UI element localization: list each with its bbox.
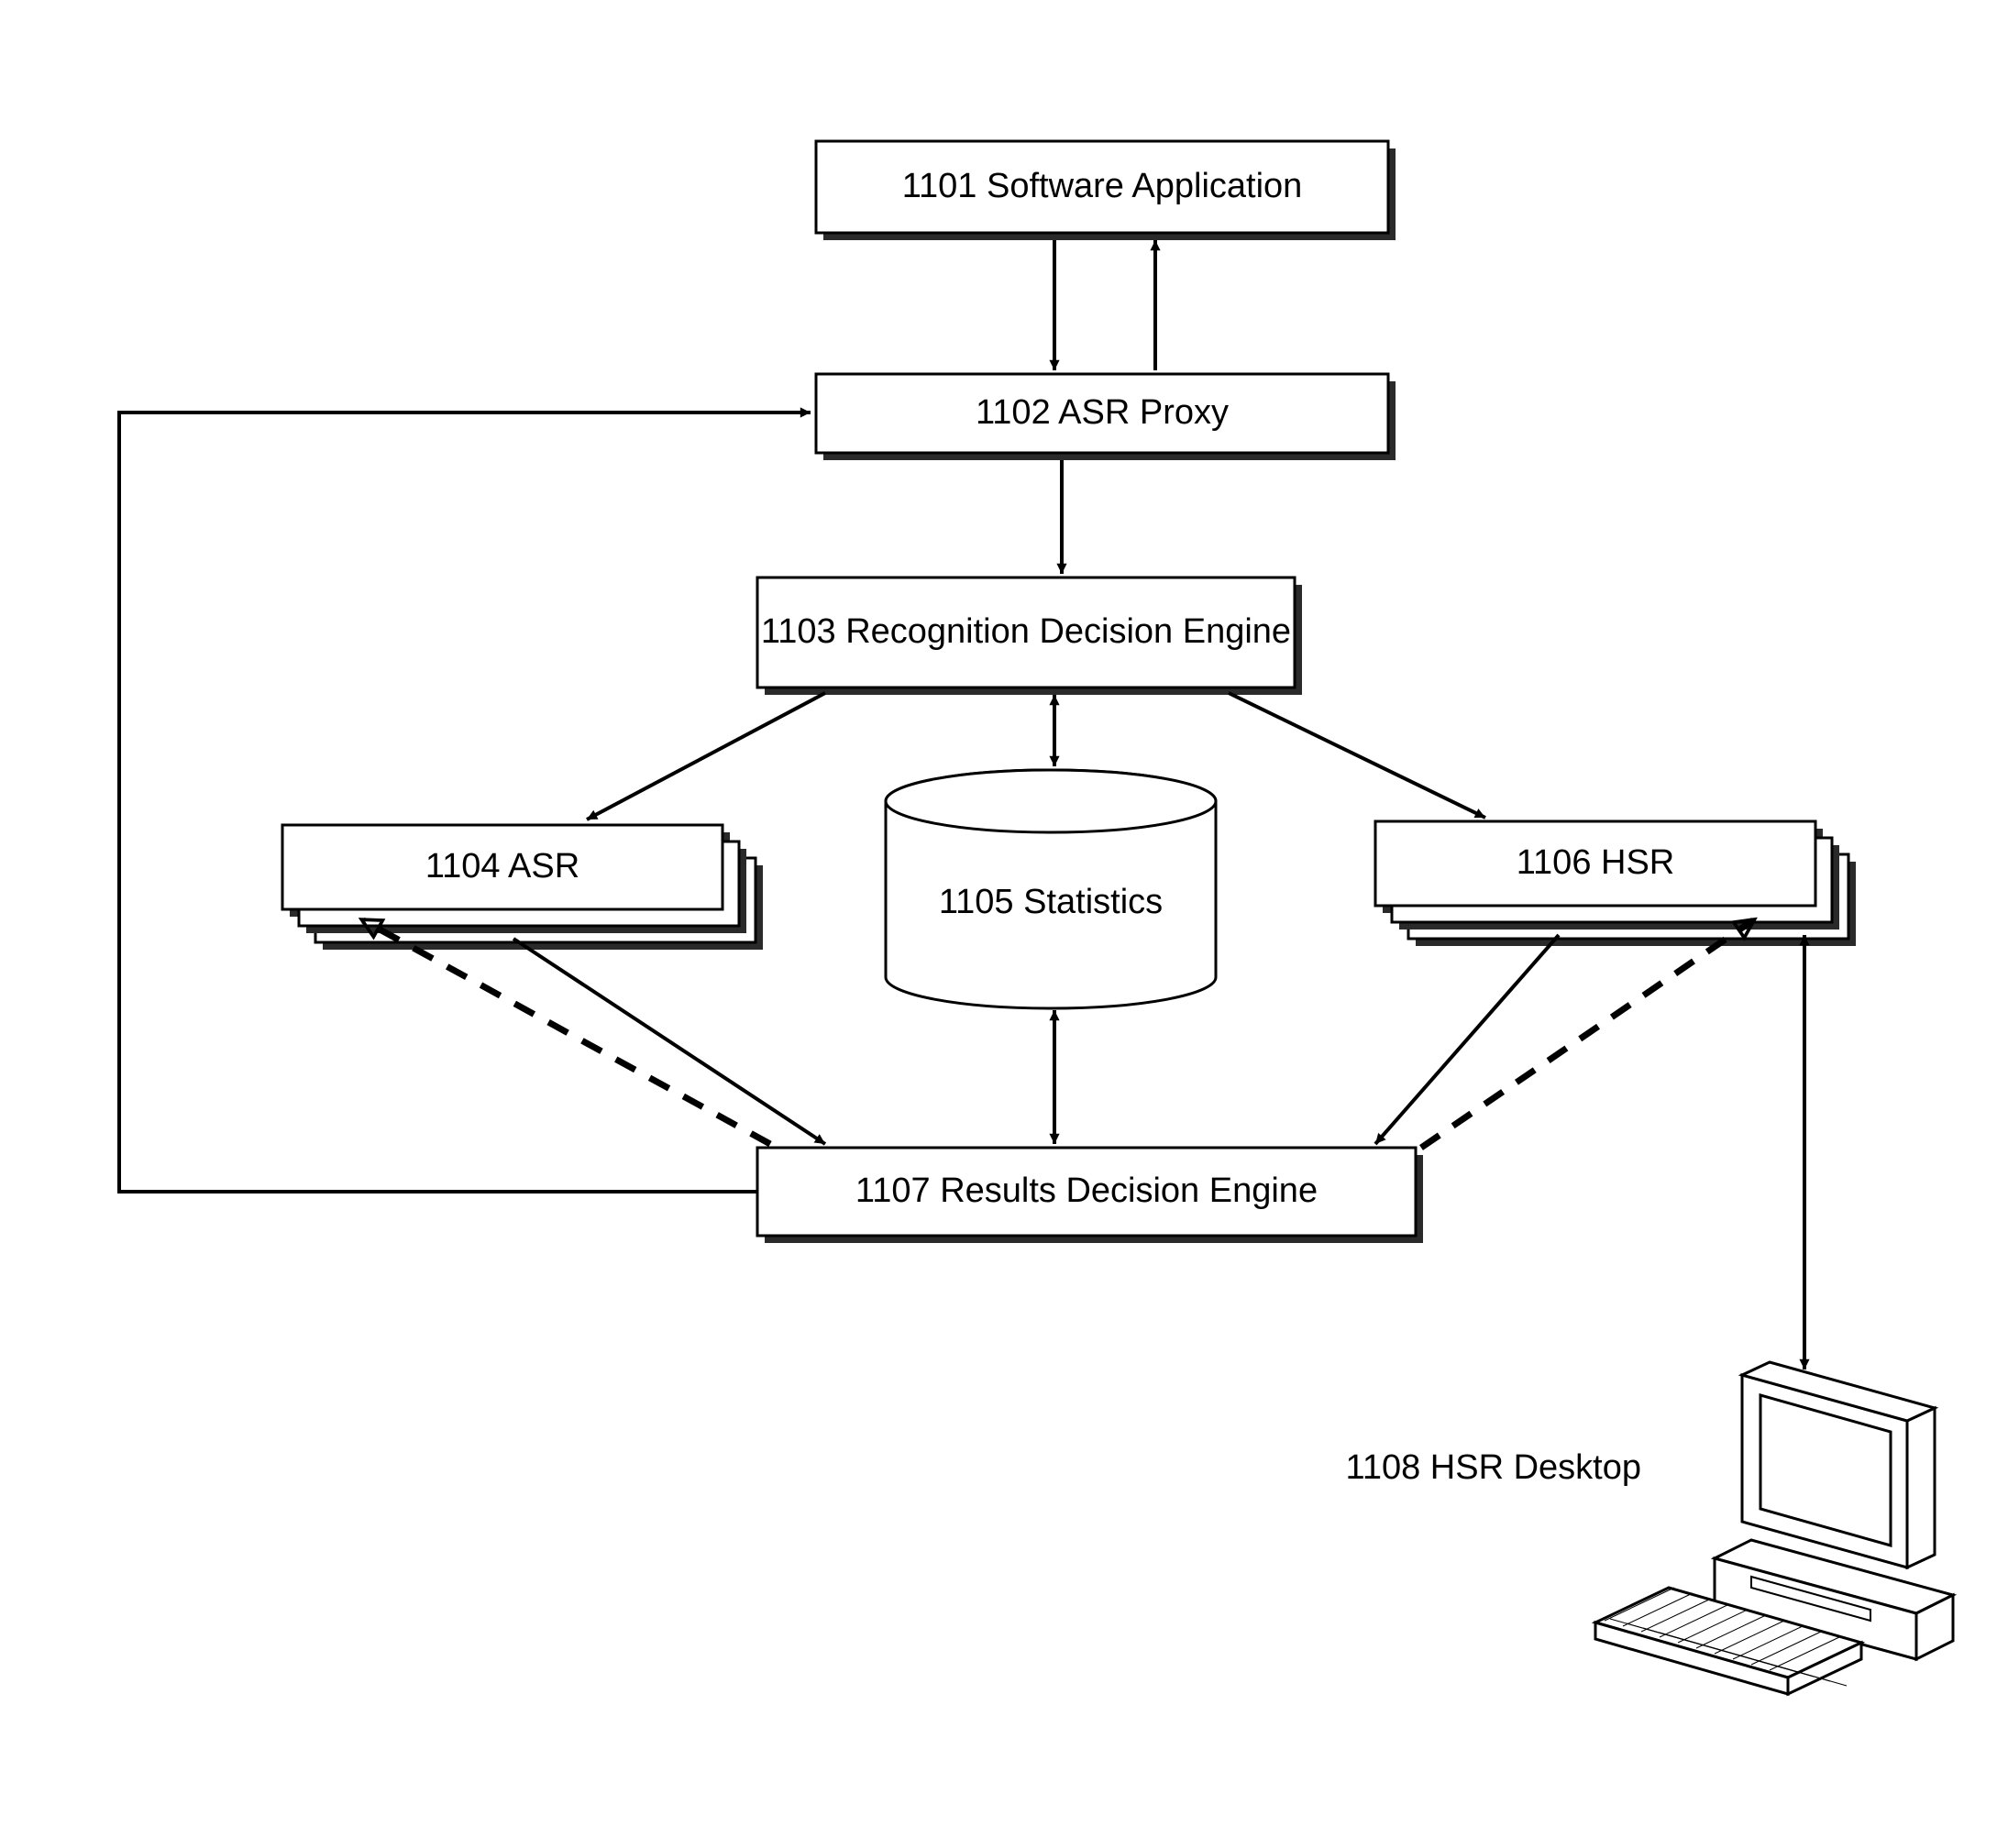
caption-hsr-desktop: 1108 HSR Desktop	[1302, 1448, 1641, 1488]
diagram-svg	[0, 0, 2008, 1848]
diagram-stage: 1101 Software Application1102 ASR Proxy1…	[0, 0, 2008, 1848]
